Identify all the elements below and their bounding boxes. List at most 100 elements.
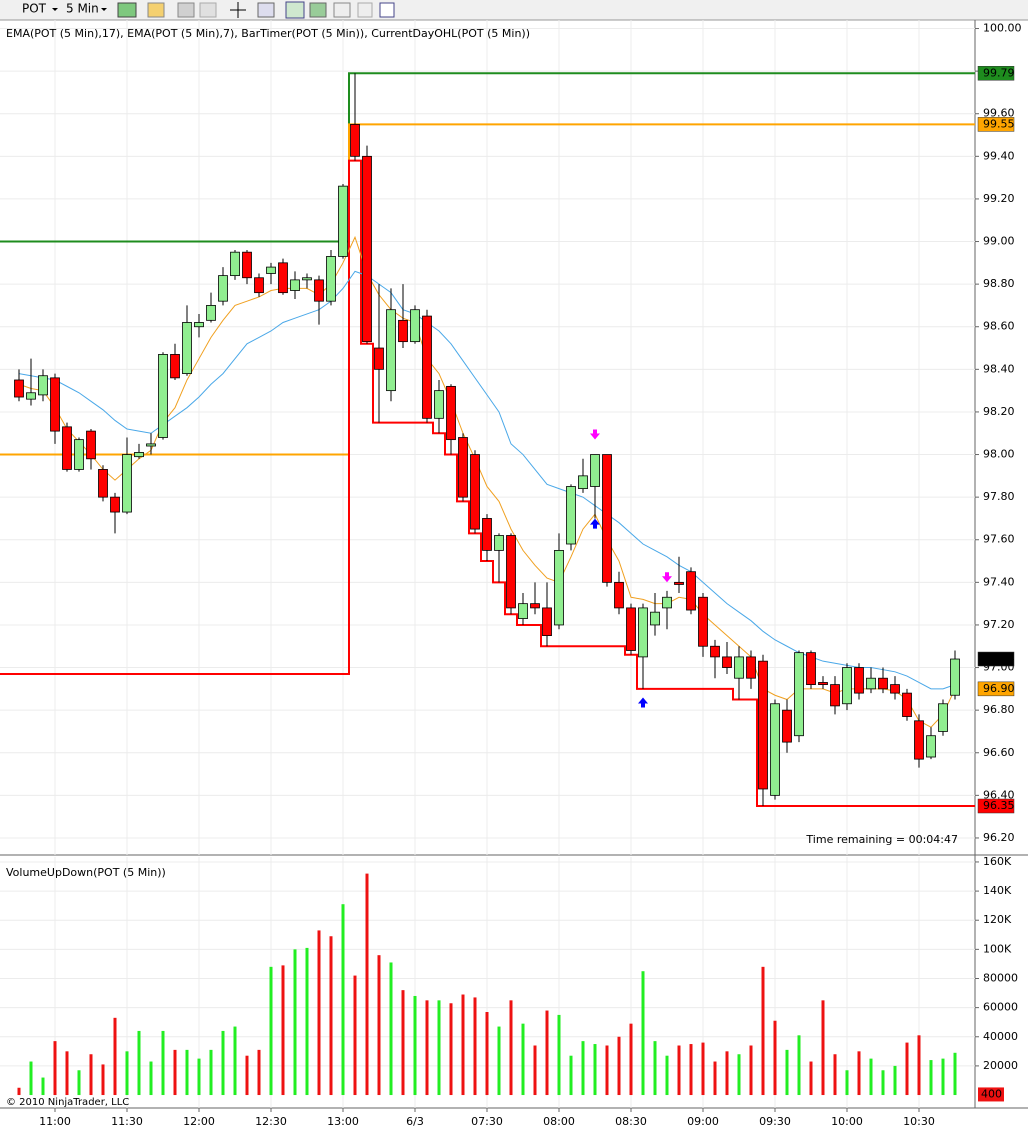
volume-bar	[269, 966, 273, 1096]
candle-body	[794, 652, 804, 737]
volume-bar	[53, 1041, 57, 1096]
candle-body	[458, 437, 468, 498]
candle-body	[662, 596, 672, 609]
properties-icon[interactable]	[357, 2, 373, 18]
candle-body	[230, 251, 240, 277]
volume-bar	[785, 1049, 789, 1096]
volume-bar	[257, 1049, 261, 1096]
candle-body	[770, 703, 780, 796]
volume-bar	[857, 1051, 861, 1096]
volume-bar	[281, 965, 285, 1096]
volume-bar	[629, 1023, 633, 1096]
interval[interactable]: 5 Min	[66, 2, 99, 16]
candle-body	[314, 279, 324, 302]
candle-body	[686, 571, 696, 611]
candle-body	[446, 385, 456, 441]
volume-bar	[437, 1000, 441, 1096]
candle-body	[50, 377, 60, 432]
indicator-icon[interactable]	[309, 2, 327, 18]
draw-icon[interactable]	[147, 2, 165, 18]
x-tick-label: 07:30	[471, 1115, 503, 1128]
volume-bar	[557, 1014, 561, 1096]
volume-bar	[353, 975, 357, 1096]
candle-body	[854, 667, 864, 694]
volume-bar	[149, 1061, 153, 1096]
candle-body	[710, 645, 720, 658]
x-tick-label: 11:00	[39, 1115, 71, 1128]
volume-bar	[797, 1035, 801, 1096]
volume-bar	[41, 1077, 45, 1096]
volume-bar	[845, 1070, 849, 1096]
copyright: © 2010 NinjaTrader, LLC	[6, 1097, 129, 1108]
candle-body	[518, 603, 528, 619]
price-marker-label: 96.90	[983, 682, 1015, 695]
zoom-icon[interactable]	[257, 2, 275, 18]
y-tick-label: 97.40	[983, 575, 1015, 588]
volume-bar	[185, 1049, 189, 1096]
y-tick-label: 80000	[983, 971, 1018, 984]
candle-body	[194, 322, 204, 328]
candle-body	[590, 454, 600, 487]
candle-body	[38, 375, 48, 396]
candle-icon[interactable]	[117, 2, 137, 18]
volume-bar	[137, 1030, 141, 1096]
signal-arrow	[590, 429, 600, 440]
volume-bar	[317, 930, 321, 1096]
y-tick-label: 96.20	[983, 831, 1015, 844]
panel-icon[interactable]	[285, 1, 305, 19]
pin-icon[interactable]	[177, 2, 195, 18]
y-tick-label: 60000	[983, 1001, 1018, 1014]
volume-bar	[233, 1026, 237, 1096]
volume-bar	[773, 1020, 777, 1096]
candle-body	[266, 266, 276, 274]
candle-body	[950, 658, 960, 696]
candle-body	[530, 603, 540, 609]
strategy-icon[interactable]	[333, 2, 351, 18]
candle-body	[698, 596, 708, 647]
volume-bar	[245, 1055, 249, 1096]
y-tick-label: 97.20	[983, 618, 1015, 631]
candle-body	[170, 354, 180, 379]
symbol[interactable]: POT	[22, 2, 47, 16]
x-tick-label: 13:00	[327, 1115, 359, 1128]
candle-body	[758, 660, 768, 790]
volume-bar	[833, 1054, 837, 1096]
volume-bar	[749, 1045, 753, 1096]
volume-bar	[821, 1000, 825, 1096]
price-marker	[977, 651, 1015, 667]
y-tick-label: 100.00	[983, 22, 1022, 35]
tool-icon[interactable]	[199, 2, 217, 18]
candle-body	[110, 496, 120, 513]
x-tick-label: 10:00	[831, 1115, 863, 1128]
candle-body	[398, 319, 408, 343]
candle-body	[62, 426, 72, 470]
candle-body	[614, 581, 624, 609]
day_low-line	[0, 159, 975, 808]
candle-body	[938, 703, 948, 732]
volume-bar	[605, 1045, 609, 1096]
y-tick-label: 99.00	[983, 235, 1015, 248]
y-tick-label: 97.60	[983, 533, 1015, 546]
x-tick-label: 6/3	[406, 1115, 424, 1128]
volume-bar	[701, 1042, 705, 1096]
volume-bar	[173, 1049, 177, 1096]
candle-body	[86, 430, 96, 460]
candle-body	[602, 454, 612, 583]
price-marker-label: 99.79	[983, 66, 1015, 79]
volume-marker-label: 400	[981, 1087, 1002, 1100]
crosshair-icon[interactable]	[230, 2, 246, 18]
y-tick-label: 20000	[983, 1059, 1018, 1072]
candle-body	[842, 667, 852, 705]
candle-body	[722, 656, 732, 668]
data-box-icon[interactable]	[379, 2, 395, 18]
volume-bar	[953, 1052, 957, 1096]
candle-body	[566, 486, 576, 545]
dropdown-arrow	[101, 8, 107, 11]
candle-body	[806, 652, 816, 685]
x-tick-label: 09:30	[759, 1115, 791, 1128]
candle-body	[254, 277, 264, 294]
toolbar: POT 5 Min	[0, 0, 1028, 20]
candle-body	[914, 720, 924, 760]
y-tick-label: 97.80	[983, 490, 1015, 503]
